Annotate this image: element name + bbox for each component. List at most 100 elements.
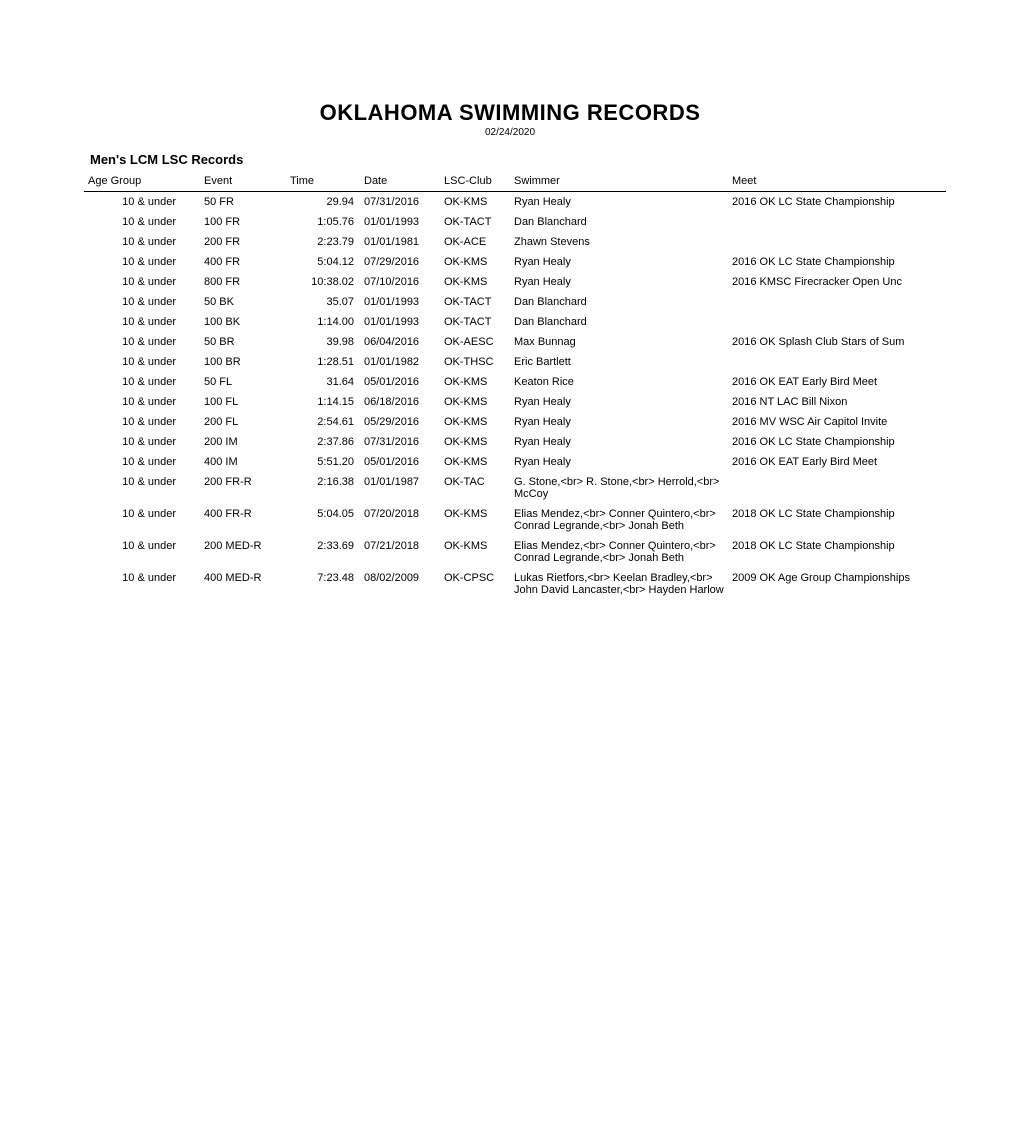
- cell-meet: [728, 292, 946, 312]
- cell-lsc-club: OK-KMS: [440, 412, 510, 432]
- cell-age-group: 10 & under: [84, 272, 194, 292]
- records-table-body: 10 & under50 FR29.9407/31/2016OK-KMSRyan…: [84, 192, 946, 601]
- cell-time: 5:51.20: [286, 452, 360, 472]
- cell-event: 100 FL: [194, 392, 286, 412]
- table-row: 10 & under200 IM2:37.8607/31/2016OK-KMSR…: [84, 432, 946, 452]
- cell-lsc-club: OK-TACT: [440, 212, 510, 232]
- cell-event: 100 BK: [194, 312, 286, 332]
- cell-swimmer: Dan Blanchard: [510, 292, 728, 312]
- cell-time: 1:28.51: [286, 352, 360, 372]
- cell-event: 200 FR: [194, 232, 286, 252]
- cell-date: 05/01/2016: [360, 452, 440, 472]
- cell-swimmer: Max Bunnag: [510, 332, 728, 352]
- cell-meet: [728, 352, 946, 372]
- cell-age-group: 10 & under: [84, 332, 194, 352]
- table-row: 10 & under50 FR29.9407/31/2016OK-KMSRyan…: [84, 192, 946, 213]
- cell-time: 1:14.00: [286, 312, 360, 332]
- cell-time: 2:23.79: [286, 232, 360, 252]
- cell-lsc-club: OK-KMS: [440, 504, 510, 536]
- cell-meet: [728, 472, 946, 504]
- cell-meet: 2018 OK LC State Championship: [728, 504, 946, 536]
- cell-swimmer: Ryan Healy: [510, 272, 728, 292]
- cell-date: 01/01/1993: [360, 312, 440, 332]
- col-header-lsc-club: LSC-Club: [440, 171, 510, 192]
- cell-meet: [728, 312, 946, 332]
- cell-date: 07/21/2018: [360, 536, 440, 568]
- cell-date: 07/29/2016: [360, 252, 440, 272]
- cell-date: 01/01/1993: [360, 292, 440, 312]
- cell-event: 50 FR: [194, 192, 286, 213]
- cell-date: 01/01/1982: [360, 352, 440, 372]
- table-row: 10 & under200 FR2:23.7901/01/1981OK-ACEZ…: [84, 232, 946, 252]
- table-row: 10 & under50 FL31.6405/01/2016OK-KMSKeat…: [84, 372, 946, 392]
- cell-event: 400 FR: [194, 252, 286, 272]
- cell-age-group: 10 & under: [84, 292, 194, 312]
- cell-swimmer: Ryan Healy: [510, 452, 728, 472]
- cell-lsc-club: OK-AESC: [440, 332, 510, 352]
- table-row: 10 & under200 FL2:54.6105/29/2016OK-KMSR…: [84, 412, 946, 432]
- cell-event: 50 BR: [194, 332, 286, 352]
- cell-meet: 2016 OK LC State Championship: [728, 192, 946, 213]
- cell-swimmer: Ryan Healy: [510, 392, 728, 412]
- cell-age-group: 10 & under: [84, 432, 194, 452]
- cell-meet: 2018 OK LC State Championship: [728, 536, 946, 568]
- cell-time: 7:23.48: [286, 568, 360, 600]
- cell-lsc-club: OK-KMS: [440, 252, 510, 272]
- table-row: 10 & under200 FR-R2:16.3801/01/1987OK-TA…: [84, 472, 946, 504]
- cell-lsc-club: OK-TACT: [440, 312, 510, 332]
- cell-swimmer: Ryan Healy: [510, 412, 728, 432]
- cell-time: 29.94: [286, 192, 360, 213]
- cell-time: 2:54.61: [286, 412, 360, 432]
- cell-time: 2:33.69: [286, 536, 360, 568]
- cell-age-group: 10 & under: [84, 232, 194, 252]
- cell-time: 2:16.38: [286, 472, 360, 504]
- cell-swimmer: Ryan Healy: [510, 432, 728, 452]
- cell-meet: [728, 212, 946, 232]
- cell-lsc-club: OK-ACE: [440, 232, 510, 252]
- cell-time: 1:05.76: [286, 212, 360, 232]
- cell-event: 200 MED-R: [194, 536, 286, 568]
- col-header-time: Time: [286, 171, 360, 192]
- cell-lsc-club: OK-TACT: [440, 292, 510, 312]
- cell-time: 2:37.86: [286, 432, 360, 452]
- cell-date: 01/01/1981: [360, 232, 440, 252]
- cell-meet: 2016 OK EAT Early Bird Meet: [728, 452, 946, 472]
- cell-time: 5:04.12: [286, 252, 360, 272]
- cell-swimmer: Ryan Healy: [510, 192, 728, 213]
- cell-meet: [728, 232, 946, 252]
- cell-age-group: 10 & under: [84, 472, 194, 504]
- cell-time: 39.98: [286, 332, 360, 352]
- cell-age-group: 10 & under: [84, 536, 194, 568]
- cell-swimmer: Dan Blanchard: [510, 312, 728, 332]
- table-row: 10 & under100 FR1:05.7601/01/1993OK-TACT…: [84, 212, 946, 232]
- cell-lsc-club: OK-KMS: [440, 536, 510, 568]
- cell-lsc-club: OK-THSC: [440, 352, 510, 372]
- cell-event: 800 FR: [194, 272, 286, 292]
- cell-age-group: 10 & under: [84, 412, 194, 432]
- cell-age-group: 10 & under: [84, 568, 194, 600]
- cell-age-group: 10 & under: [84, 312, 194, 332]
- col-header-meet: Meet: [728, 171, 946, 192]
- table-row: 10 & under800 FR10:38.0207/10/2016OK-KMS…: [84, 272, 946, 292]
- cell-meet: 2016 KMSC Firecracker Open Unc: [728, 272, 946, 292]
- cell-meet: 2016 OK EAT Early Bird Meet: [728, 372, 946, 392]
- cell-lsc-club: OK-KMS: [440, 192, 510, 213]
- cell-date: 01/01/1993: [360, 212, 440, 232]
- section-title: Men's LCM LSC Records: [84, 152, 936, 167]
- cell-swimmer: Ryan Healy: [510, 252, 728, 272]
- cell-time: 35.07: [286, 292, 360, 312]
- table-row: 10 & under100 FL1:14.1506/18/2016OK-KMSR…: [84, 392, 946, 412]
- col-header-event: Event: [194, 171, 286, 192]
- cell-swimmer: Keaton Rice: [510, 372, 728, 392]
- cell-age-group: 10 & under: [84, 352, 194, 372]
- table-row: 10 & under200 MED-R2:33.6907/21/2018OK-K…: [84, 536, 946, 568]
- page-subtitle-date: 02/24/2020: [84, 127, 936, 138]
- cell-swimmer: Elias Mendez,<br> Conner Quintero,<br> C…: [510, 504, 728, 536]
- cell-date: 08/02/2009: [360, 568, 440, 600]
- col-header-age-group: Age Group: [84, 171, 194, 192]
- cell-lsc-club: OK-KMS: [440, 392, 510, 412]
- cell-date: 07/31/2016: [360, 192, 440, 213]
- cell-date: 07/10/2016: [360, 272, 440, 292]
- cell-date: 05/01/2016: [360, 372, 440, 392]
- col-header-date: Date: [360, 171, 440, 192]
